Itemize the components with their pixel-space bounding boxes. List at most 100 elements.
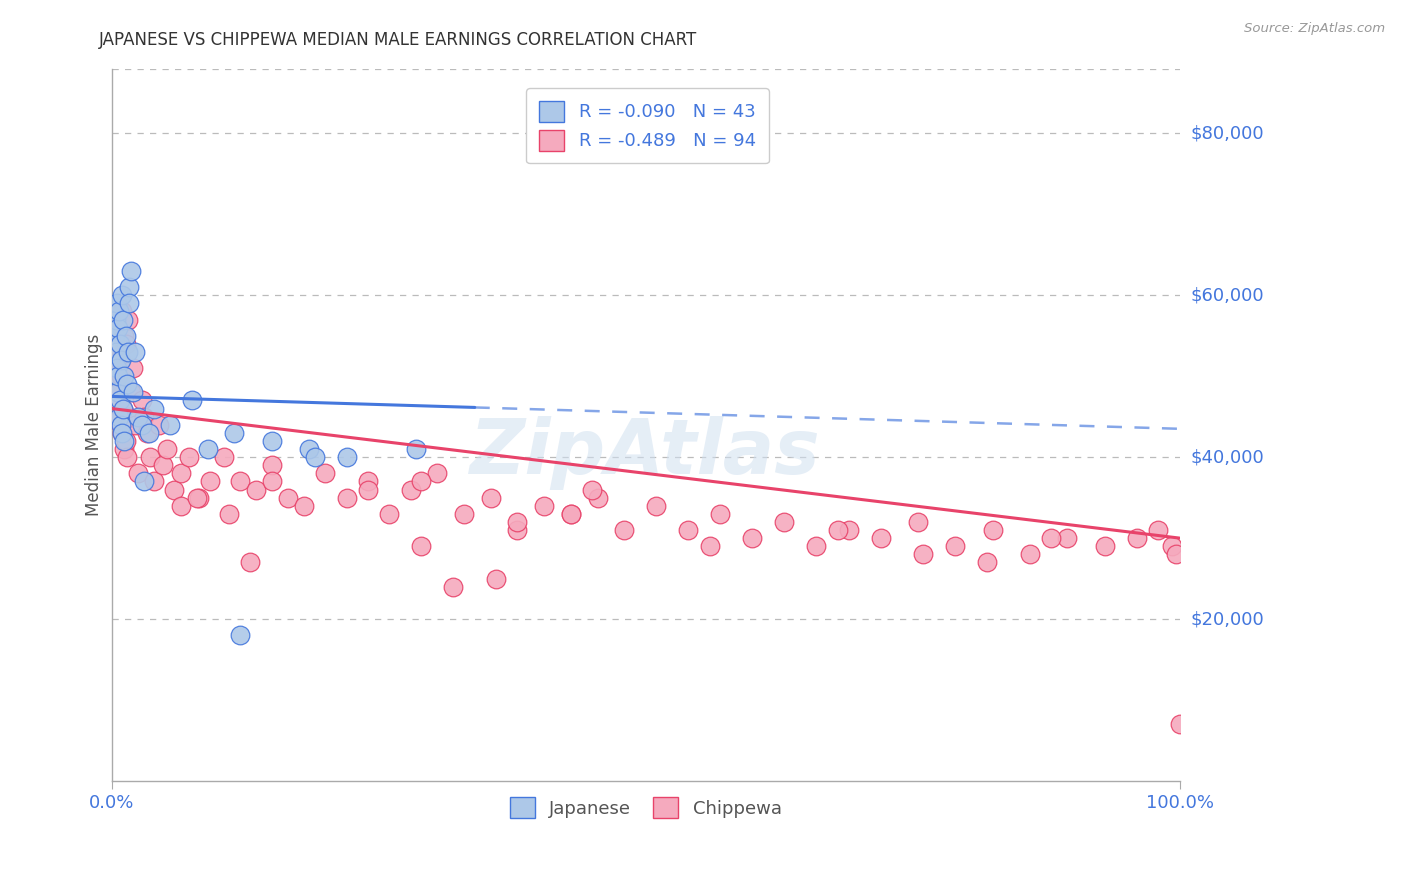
Point xyxy=(560,507,582,521)
Point xyxy=(709,507,731,521)
Point xyxy=(976,555,998,569)
Point xyxy=(114,369,136,384)
Point xyxy=(1126,531,1149,545)
Point xyxy=(118,296,141,310)
Point xyxy=(399,483,422,497)
Point xyxy=(107,369,129,384)
Point xyxy=(143,401,166,416)
Point xyxy=(1161,539,1184,553)
Point xyxy=(197,442,219,456)
Point xyxy=(229,628,252,642)
Point xyxy=(533,499,555,513)
Y-axis label: Median Male Earnings: Median Male Earnings xyxy=(86,334,103,516)
Point xyxy=(1166,547,1188,561)
Point xyxy=(479,491,502,505)
Point xyxy=(111,425,134,440)
Point xyxy=(131,393,153,408)
Point xyxy=(112,401,135,416)
Point xyxy=(298,442,321,456)
Point xyxy=(111,425,134,440)
Point xyxy=(188,491,211,505)
Point xyxy=(112,312,135,326)
Point xyxy=(108,393,131,408)
Point xyxy=(357,483,380,497)
Point xyxy=(277,491,299,505)
Point xyxy=(108,336,131,351)
Point xyxy=(105,344,128,359)
Point xyxy=(115,377,138,392)
Text: ZipAtlas: ZipAtlas xyxy=(470,417,821,491)
Text: Source: ZipAtlas.com: Source: ZipAtlas.com xyxy=(1244,22,1385,36)
Point xyxy=(110,369,132,384)
Point xyxy=(170,499,193,513)
Point xyxy=(678,523,700,537)
Point xyxy=(1168,717,1191,731)
Point xyxy=(110,353,132,368)
Point xyxy=(506,515,529,529)
Point xyxy=(378,507,401,521)
Point xyxy=(114,442,136,456)
Point xyxy=(426,467,449,481)
Point xyxy=(229,475,252,489)
Text: $40,000: $40,000 xyxy=(1191,448,1264,467)
Point xyxy=(1147,523,1170,537)
Point xyxy=(107,320,129,334)
Point xyxy=(117,344,139,359)
Point xyxy=(586,491,609,505)
Point xyxy=(613,523,636,537)
Point xyxy=(441,580,464,594)
Text: $80,000: $80,000 xyxy=(1191,124,1264,143)
Point xyxy=(245,483,267,497)
Point xyxy=(127,409,149,424)
Point xyxy=(260,475,283,489)
Point xyxy=(131,417,153,432)
Point xyxy=(107,393,129,408)
Point xyxy=(152,458,174,473)
Point xyxy=(132,409,155,424)
Point xyxy=(118,409,141,424)
Point xyxy=(773,515,796,529)
Point xyxy=(122,385,145,400)
Point xyxy=(156,442,179,456)
Point xyxy=(411,475,433,489)
Point xyxy=(132,475,155,489)
Point xyxy=(120,385,142,400)
Point xyxy=(114,434,136,448)
Point xyxy=(239,555,262,569)
Point xyxy=(560,507,582,521)
Point xyxy=(405,442,427,456)
Point xyxy=(114,328,136,343)
Point xyxy=(127,467,149,481)
Point xyxy=(135,425,157,440)
Point xyxy=(292,499,315,513)
Text: $20,000: $20,000 xyxy=(1191,610,1264,628)
Point xyxy=(260,434,283,448)
Point xyxy=(138,425,160,440)
Point xyxy=(104,328,127,343)
Text: $60,000: $60,000 xyxy=(1191,286,1264,304)
Point xyxy=(177,450,200,464)
Point xyxy=(260,458,283,473)
Point xyxy=(224,425,246,440)
Point xyxy=(117,312,139,326)
Point xyxy=(104,353,127,368)
Point xyxy=(124,417,146,432)
Point xyxy=(120,264,142,278)
Point xyxy=(143,475,166,489)
Point xyxy=(869,531,891,545)
Point xyxy=(111,288,134,302)
Point xyxy=(108,385,131,400)
Point xyxy=(148,417,170,432)
Point xyxy=(115,450,138,464)
Point xyxy=(741,531,763,545)
Point xyxy=(827,523,849,537)
Point xyxy=(218,507,240,521)
Point xyxy=(105,361,128,376)
Text: JAPANESE VS CHIPPEWA MEDIAN MALE EARNINGS CORRELATION CHART: JAPANESE VS CHIPPEWA MEDIAN MALE EARNING… xyxy=(98,31,696,49)
Point xyxy=(104,377,127,392)
Point xyxy=(108,409,131,424)
Point xyxy=(114,434,136,448)
Point xyxy=(124,344,146,359)
Point xyxy=(581,483,603,497)
Point xyxy=(162,483,184,497)
